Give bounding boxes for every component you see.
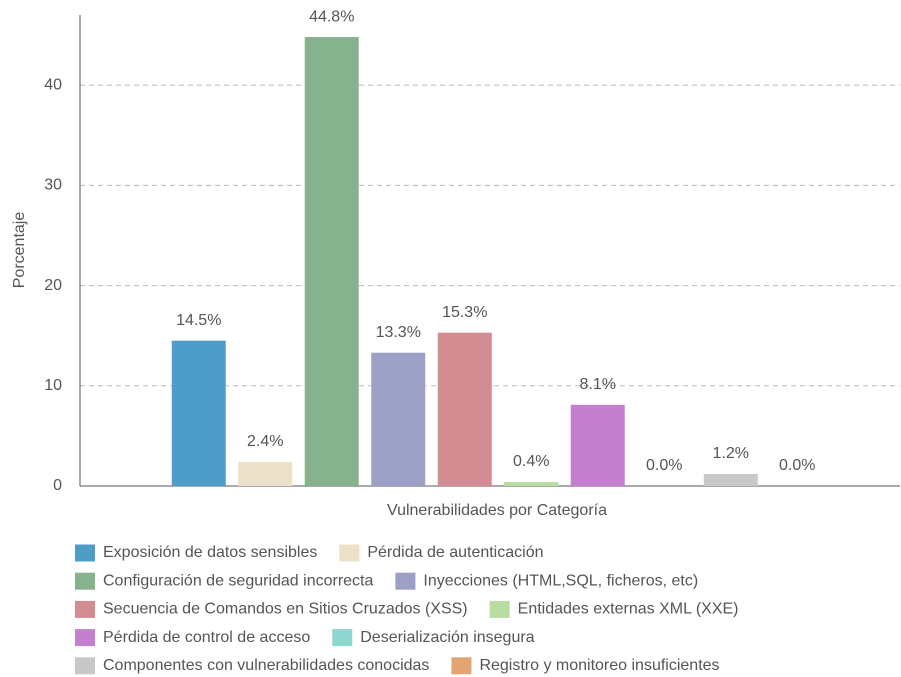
legend-swatch <box>332 629 353 647</box>
legend-swatch <box>75 572 95 590</box>
legend-label: Registro y monitoreo insuficientes <box>479 657 719 674</box>
y-axis-label: Porcentaje <box>11 212 28 289</box>
value-label: 44.8% <box>309 8 354 25</box>
value-label: 13.3% <box>376 324 421 341</box>
legend-label: Componentes con vulnerabilidades conocid… <box>103 657 429 674</box>
legend-label: Configuración de seguridad incorrecta <box>103 572 373 589</box>
value-label: 0.0% <box>646 457 682 474</box>
bar <box>570 404 625 486</box>
y-tick-label: 10 <box>44 377 62 394</box>
legend-swatch <box>75 600 95 618</box>
x-axis-label: Vulnerabilidades por Categoría <box>387 502 607 519</box>
legend-swatch <box>395 572 416 590</box>
legend-swatch <box>75 629 95 647</box>
legend-label: Entidades externas XML (XXE) <box>518 601 739 618</box>
legend-label: Pérdida de control de acceso <box>103 629 310 646</box>
bar <box>437 332 492 486</box>
y-tick-label: 20 <box>44 277 62 294</box>
legend-swatch <box>489 600 510 618</box>
bar <box>171 340 226 486</box>
value-label: 1.2% <box>713 445 749 462</box>
legend-label: Exposición de datos sensibles <box>103 544 317 561</box>
bar <box>504 481 559 486</box>
value-label: 15.3% <box>442 304 487 321</box>
bar <box>703 473 758 486</box>
y-tick-label: 0 <box>53 477 62 494</box>
bar <box>304 37 359 486</box>
value-label: 0.0% <box>779 457 815 474</box>
legend-swatch <box>339 544 360 562</box>
legend-label: Inyecciones (HTML,SQL, ficheros, etc) <box>423 572 698 589</box>
value-label: 0.4% <box>513 453 549 470</box>
legend-label: Deserialización insegura <box>360 629 534 646</box>
bar <box>371 352 426 486</box>
legend-label: Pérdida de autenticación <box>367 544 543 561</box>
y-tick-label: 40 <box>44 76 62 93</box>
legend-swatch <box>75 657 95 675</box>
legend-swatch <box>75 544 95 562</box>
value-label: 8.1% <box>580 376 616 393</box>
legend-swatch <box>451 657 472 675</box>
value-label: 2.4% <box>247 433 283 450</box>
legend-label: Secuencia de Comandos en Sitios Cruzados… <box>103 601 468 618</box>
bar <box>238 461 293 486</box>
value-label: 14.5% <box>176 312 221 329</box>
y-tick-label: 30 <box>44 177 62 194</box>
